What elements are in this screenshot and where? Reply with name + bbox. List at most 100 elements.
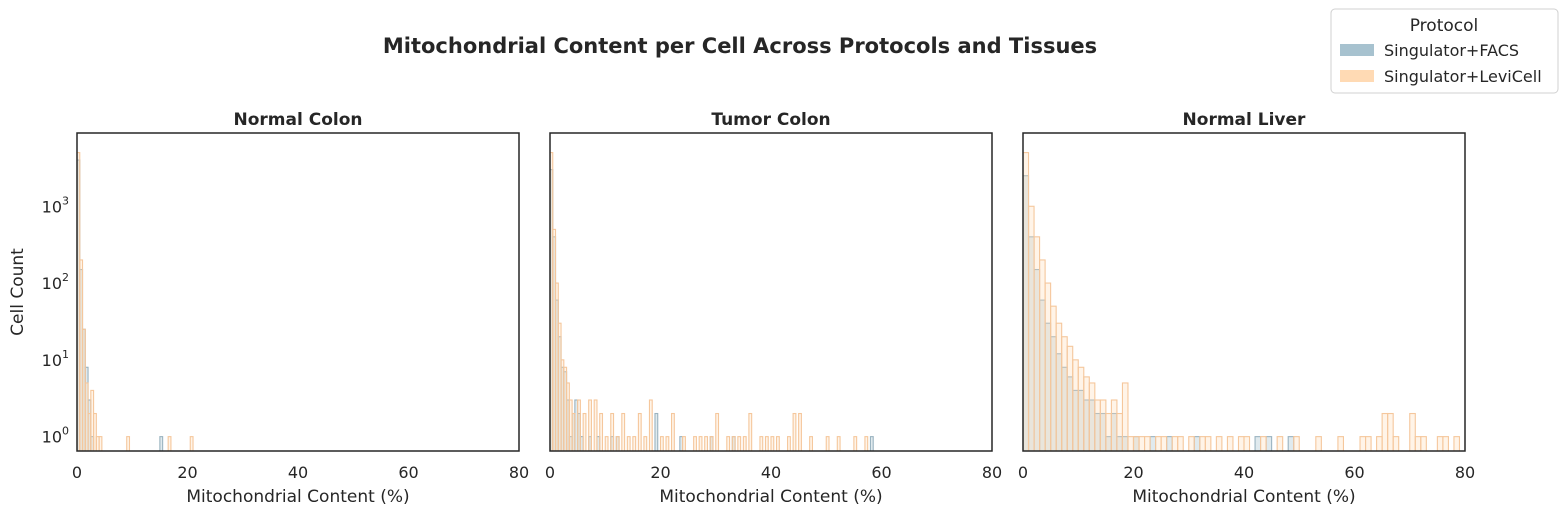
histogram-bar <box>1066 345 1074 451</box>
histogram-bar <box>1121 382 1129 451</box>
histogram-bar <box>577 399 581 451</box>
histogram-bar <box>1387 412 1394 451</box>
x-tick-label: 0 <box>545 463 555 482</box>
histogram-bar <box>1077 366 1085 451</box>
histogram-bar <box>1105 412 1112 451</box>
histogram-bar <box>853 436 858 451</box>
histogram-bar <box>571 412 576 451</box>
histogram-bar <box>637 412 642 451</box>
histogram-bar <box>1039 259 1046 451</box>
histogram-bar <box>599 412 604 451</box>
histogram-bar <box>731 436 736 451</box>
histogram-bar <box>1088 382 1096 451</box>
histogram-bar <box>693 436 697 451</box>
x-axis-label-tumor-colon: Mitochondrial Content (%) <box>659 487 882 507</box>
histogram-bar <box>632 436 637 451</box>
histogram-bar <box>715 412 720 451</box>
histogram-bar <box>588 399 592 451</box>
x-tick-label: 60 <box>871 463 891 482</box>
histogram-bar <box>1050 305 1057 451</box>
histogram-bar <box>787 436 791 451</box>
x-tick-label: 20 <box>1123 463 1143 482</box>
histogram-bar <box>1204 436 1212 451</box>
histogram-bar <box>604 436 609 451</box>
x-tick-label: 80 <box>509 463 529 482</box>
series-levicell-normal-liver <box>1023 152 1465 451</box>
plot-area-normal-liver <box>1023 152 1465 451</box>
y-tick-label: 101 <box>42 348 69 370</box>
histogram-bar <box>610 412 615 451</box>
plot-frame <box>1022 132 1466 452</box>
histogram-bar <box>643 436 648 451</box>
histogram-bar <box>1116 412 1124 451</box>
x-tick-label: 40 <box>1234 463 1254 482</box>
histogram-bar <box>798 412 802 451</box>
legend-frame <box>1330 8 1559 94</box>
histogram-bar <box>726 436 731 451</box>
histogram-bar <box>1083 376 1090 451</box>
histogram-bar <box>1442 436 1449 451</box>
y-axis-label: Cell Count <box>8 248 28 336</box>
series-facs-normal-colon <box>77 159 164 451</box>
x-axis-label-normal-colon: Mitochondrial Content (%) <box>186 487 409 507</box>
legend-swatch-levicell <box>1340 70 1374 82</box>
x-axis-label-normal-liver: Mitochondrial Content (%) <box>1132 487 1355 507</box>
histogram-bar <box>615 436 620 451</box>
y-tick-label: 102 <box>42 271 69 293</box>
panel-normal-colon: Normal Colon Mitochondrial Content (%) 0… <box>42 110 530 507</box>
series-facs-tumor-colon <box>550 169 874 451</box>
histogram-bar <box>1055 322 1063 451</box>
histogram-bar <box>1110 399 1118 451</box>
histogram-bar <box>1260 436 1267 451</box>
x-tick-label: 40 <box>761 463 781 482</box>
x-tick-label: 60 <box>398 463 418 482</box>
series-levicell-tumor-colon <box>550 152 869 451</box>
x-tick-label: 20 <box>650 463 670 482</box>
histogram-bar <box>626 436 631 451</box>
histogram-bar <box>1315 436 1322 451</box>
histogram-bar <box>1337 436 1345 451</box>
x-tick-label: 0 <box>1018 463 1028 482</box>
histogram-bar <box>1027 205 1035 451</box>
histogram-bar <box>654 412 659 451</box>
x-tick-label: 0 <box>72 463 82 482</box>
histogram-bar <box>98 436 103 451</box>
histogram-bar <box>1072 359 1079 451</box>
histogram-bar <box>682 436 686 451</box>
histogram-bar <box>864 436 869 451</box>
histogram-bar <box>1215 436 1223 451</box>
histogram-bar <box>742 436 747 451</box>
histogram-bar <box>1420 436 1427 451</box>
histogram-bar <box>748 412 753 451</box>
histogram-bar <box>670 412 675 451</box>
histogram-bar <box>1365 436 1372 451</box>
panel-title-normal-liver: Normal Liver <box>1183 110 1306 130</box>
histogram-bar <box>836 436 841 451</box>
histogram-bar <box>809 436 813 451</box>
histogram-bar <box>1144 436 1151 451</box>
histogram-bar <box>1061 336 1068 451</box>
histogram-bar <box>770 436 775 451</box>
histogram-bar <box>126 436 131 451</box>
legend-swatch-facs <box>1340 44 1374 56</box>
histogram-bar <box>792 412 797 451</box>
histogram-bar <box>582 412 587 451</box>
x-tick-label: 40 <box>288 463 308 482</box>
histogram-bar <box>1044 282 1052 451</box>
legend-label-facs: Singulator+FACS <box>1384 41 1519 60</box>
panel-normal-liver: Normal Liver Mitochondrial Content (%) 0… <box>1018 110 1475 507</box>
histogram-bar <box>1177 436 1184 451</box>
histogram-bar <box>1094 399 1101 451</box>
plot-area-normal-colon <box>77 152 194 451</box>
plot-frame <box>76 132 520 452</box>
plot-area-tumor-colon <box>550 152 874 451</box>
histogram-bar <box>1023 152 1030 451</box>
histogram-bar <box>189 436 194 451</box>
histogram-bar <box>759 436 764 451</box>
histogram-bar <box>1188 436 1195 451</box>
x-tick-label: 60 <box>1344 463 1364 482</box>
x-tick-label: 80 <box>1455 463 1475 482</box>
legend-label-levicell: Singulator+LeviCell <box>1384 67 1542 86</box>
panel-title-normal-colon: Normal Colon <box>234 110 363 130</box>
